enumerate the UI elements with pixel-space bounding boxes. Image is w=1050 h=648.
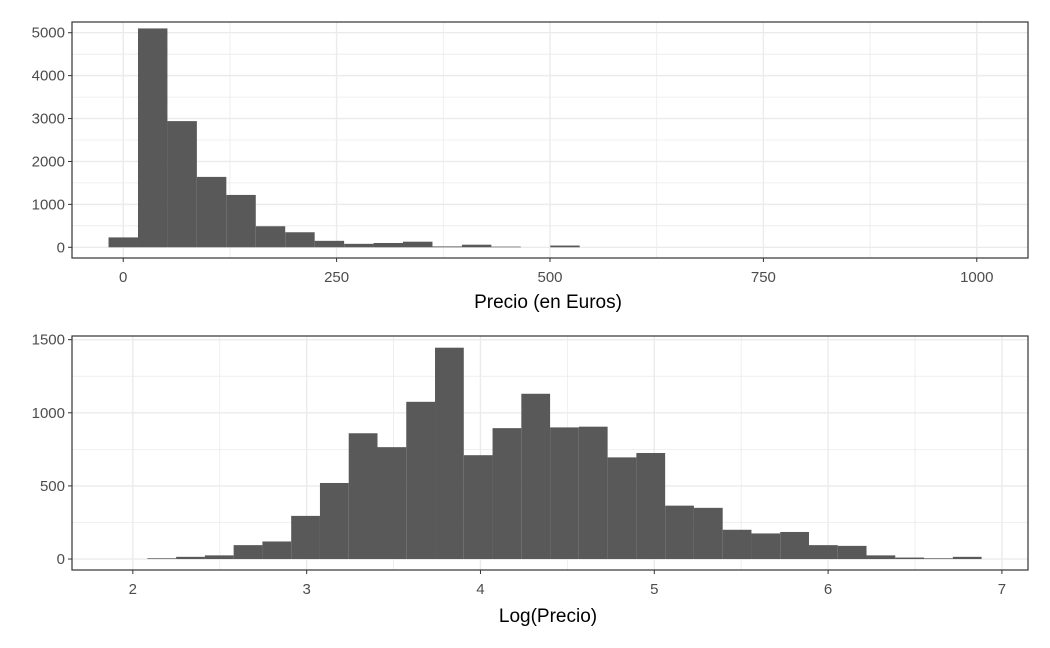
- log-price-histogram-bar: [233, 545, 263, 560]
- log-price-y-tick-label: 1500: [32, 332, 65, 349]
- price-histogram-bar: [167, 121, 197, 248]
- price-x-tick-label: 0: [119, 269, 127, 286]
- price-histogram-bar: [432, 246, 462, 248]
- log-price-histogram-bar: [492, 428, 522, 560]
- log-price-histogram-bar: [866, 555, 896, 560]
- price-histogram-bar: [255, 226, 286, 248]
- log-price-histogram-bar: [550, 427, 579, 560]
- log-price-histogram-bar: [262, 541, 292, 560]
- log-price-x-axis-title: Log(Precio): [499, 606, 597, 627]
- log-price-histogram-bar: [406, 401, 436, 560]
- price-y-tick-label: 5000: [32, 25, 65, 42]
- price-y-tick-label: 2000: [32, 153, 65, 170]
- log-price-histogram-bar: [435, 347, 464, 560]
- log-price-histogram-bar: [319, 482, 349, 560]
- log-price-y-tick-label: 1000: [32, 405, 65, 422]
- price-histogram-bar: [550, 245, 580, 248]
- log-price-y-tick-label: 500: [40, 478, 65, 495]
- log-price-x-tick-label: 5: [650, 581, 658, 598]
- log-price-histogram-bar: [751, 533, 781, 560]
- log-price-histogram-bar: [693, 507, 723, 560]
- log-price-histogram-bar: [924, 558, 953, 560]
- log-price-x-tick-label: 3: [302, 581, 310, 598]
- log-price-histogram-bar: [665, 505, 694, 560]
- price-y-tick-label: 0: [57, 239, 65, 256]
- log-price-x-tick-label: 7: [998, 581, 1006, 598]
- log-price-histogram-bar: [377, 447, 407, 560]
- price-histogram-bar: [344, 243, 374, 248]
- log-price-x-tick-label: 6: [824, 581, 832, 598]
- log-price-histogram-bar: [607, 457, 637, 560]
- price-histogram-bar: [226, 194, 256, 248]
- histogram-price-panel: 0 250 500 750 1000 0 1000 2000 3000 4000 5000 Preci…: [32, 21, 1029, 313]
- price-x-tick-label: 1000: [960, 269, 993, 286]
- log-price-histogram-bar: [808, 545, 838, 560]
- histogram-log-price-panel: 2 3 4 5 6 7 0 500 1000 1500 Log(Precio): [32, 332, 1029, 627]
- log-price-histogram-bar: [837, 545, 867, 560]
- log-price-histogram-bar: [521, 393, 551, 560]
- price-histogram-bar: [403, 241, 433, 248]
- log-price-histogram-bar: [348, 433, 378, 560]
- price-histogram-bar: [137, 28, 168, 248]
- price-y-tick-label: 3000: [32, 111, 65, 128]
- log-price-histogram-bar: [578, 426, 608, 560]
- log-price-histogram-bar: [204, 555, 234, 560]
- log-price-histogram-bar: [147, 558, 177, 560]
- price-histogram-bar: [314, 240, 345, 248]
- log-price-histogram-bar: [952, 556, 982, 560]
- price-histogram-bar: [491, 246, 521, 248]
- price-histogram-bar: [373, 242, 404, 248]
- price-x-tick-label: 750: [751, 269, 776, 286]
- log-price-histogram-bar: [636, 453, 666, 560]
- log-price-histogram-bar: [463, 455, 493, 560]
- log-price-x-tick-label: 2: [129, 581, 137, 598]
- price-x-tick-label: 250: [324, 269, 349, 286]
- price-histogram-bar: [285, 232, 315, 248]
- price-y-tick-label: 1000: [32, 196, 65, 213]
- log-price-histogram-bar: [895, 557, 925, 560]
- price-y-tick-label: 4000: [32, 68, 65, 85]
- log-price-histogram-bar: [176, 556, 205, 560]
- price-x-tick-label: 500: [537, 269, 562, 286]
- price-histogram-bar: [461, 244, 492, 248]
- price-histogram-bar: [108, 237, 138, 248]
- log-price-histogram-bar: [291, 515, 320, 560]
- log-price-histogram-bar: [722, 529, 752, 560]
- price-x-axis-title: Precio (en Euros): [474, 292, 622, 313]
- price-histogram-bar: [196, 176, 227, 248]
- log-price-x-tick-label: 4: [476, 581, 484, 598]
- log-price-histogram-bar: [780, 531, 809, 560]
- log-price-panel-border: [71, 335, 1029, 571]
- log-price-y-tick-label: 0: [57, 551, 65, 568]
